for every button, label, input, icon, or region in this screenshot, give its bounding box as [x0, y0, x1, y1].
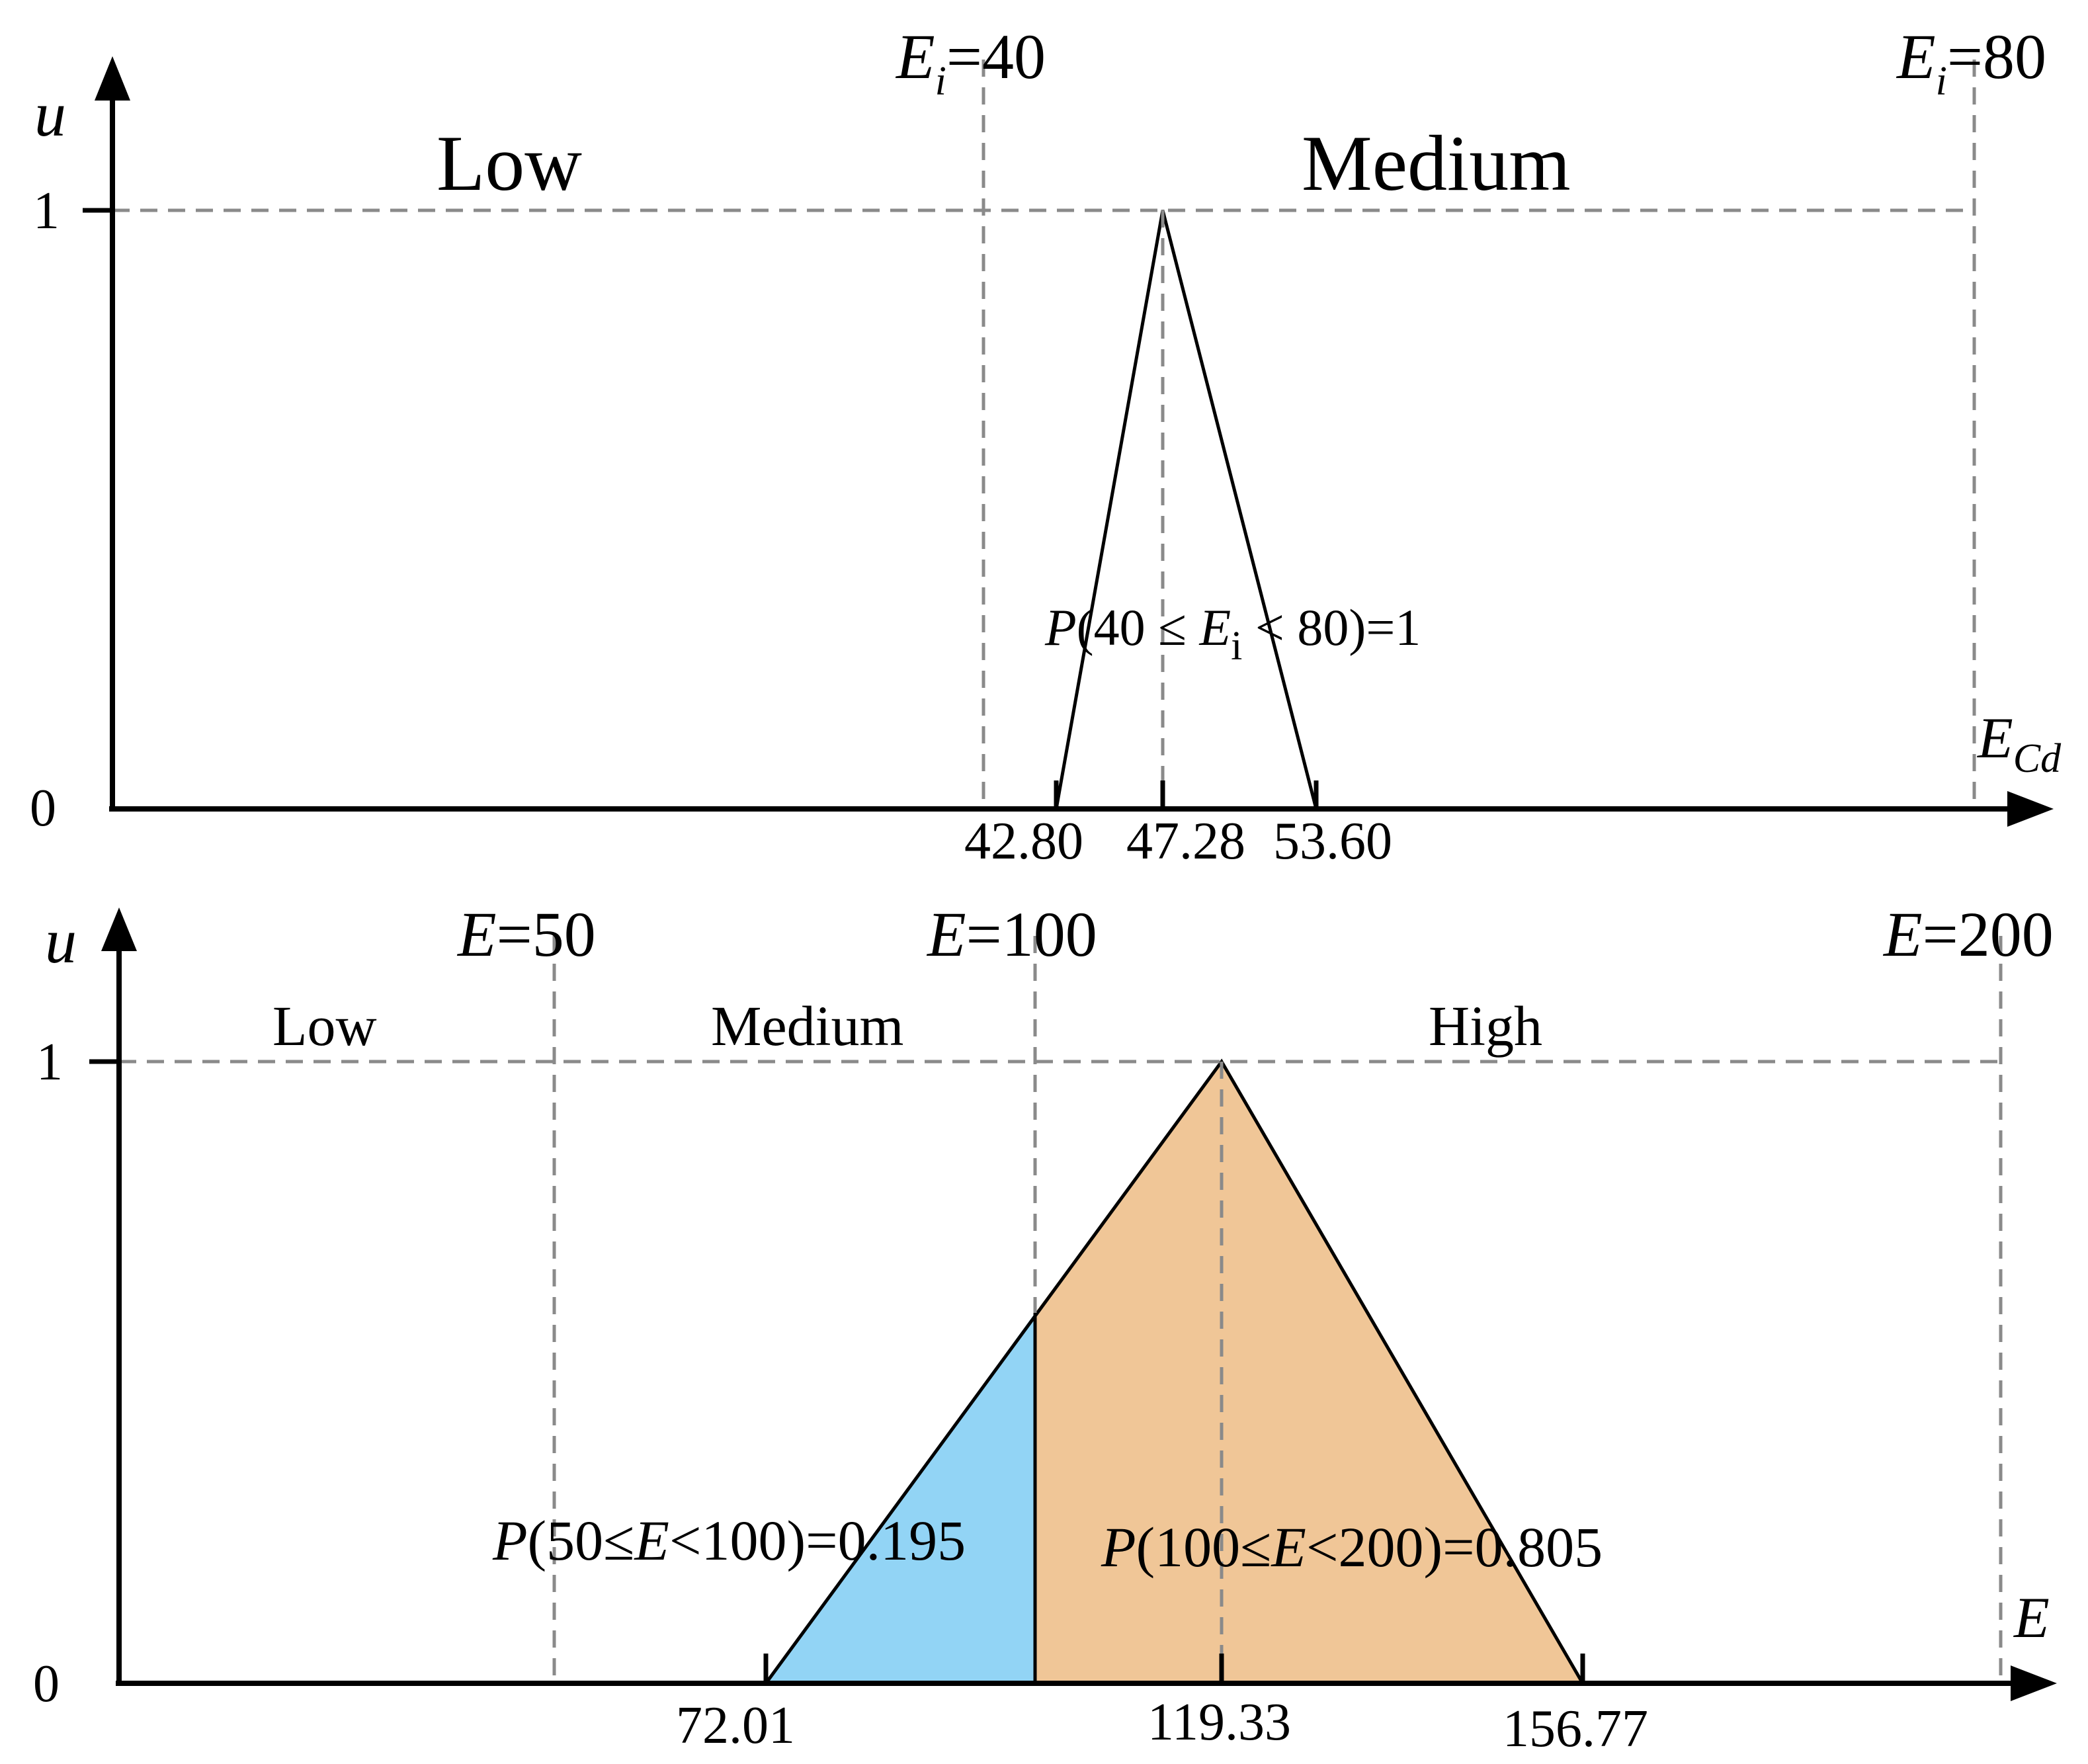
bottom-boundary-label-200: E=200 [1882, 899, 2054, 970]
top-boundary-label-40: Ei=40 [895, 21, 1046, 104]
top-category-low: Low [437, 119, 582, 207]
bottom-y-axis-arrow [101, 907, 137, 951]
bottom-x-axis-label: E [2013, 1586, 2050, 1650]
top-y-tick-label-1: 1 [33, 182, 60, 240]
bottom-x-tick-label-right: 156.77 [1503, 1700, 1648, 1758]
bottom-y-axis-label: u [45, 905, 77, 976]
bottom-probability-medium: P(50≤E<100)=0.195 [492, 1509, 966, 1572]
bottom-region-high [1035, 1062, 1583, 1683]
top-boundary-label-80: Ei=80 [1896, 21, 2046, 104]
top-probability-label: P(40 ≤ Ei < 80)=1 [1044, 599, 1421, 669]
bottom-y-tick-label-1: 1 [36, 1033, 63, 1091]
top-membership-triangle [1054, 210, 1319, 811]
top-y-tick-label-0: 0 [30, 779, 56, 837]
top-x-axis-label: ECd [1976, 706, 2062, 781]
bottom-panel: u 1 0 E E=50 E=100 E=200 Low Medium High… [33, 899, 2057, 1758]
bottom-x-axis-arrow [2011, 1665, 2057, 1701]
bottom-probability-high: P(100≤E<200)=0.805 [1101, 1515, 1603, 1579]
bottom-y-tick-label-0: 0 [33, 1655, 60, 1713]
bottom-category-medium: Medium [711, 994, 903, 1058]
bottom-x-tick-label-peak: 119.33 [1148, 1693, 1291, 1751]
bottom-x-tick-label-left: 72.01 [676, 1697, 795, 1755]
top-y-axis-arrow [95, 56, 130, 101]
top-x-axis-arrow [2007, 791, 2054, 827]
top-x-tick-label-right: 53.60 [1273, 812, 1392, 870]
bottom-boundary-label-50: E=50 [456, 899, 596, 970]
top-y-axis-label: u [34, 79, 66, 149]
top-x-tick-label-peak: 47.28 [1126, 812, 1245, 870]
top-category-medium: Medium [1302, 119, 1571, 207]
bottom-category-low: Low [272, 994, 377, 1058]
top-x-tick-label-left: 42.80 [964, 812, 1083, 870]
bottom-boundary-label-100: E=100 [926, 899, 1097, 970]
bottom-category-high: High [1429, 994, 1542, 1058]
top-panel: u 1 0 ECd Ei=40 Ei=80 Low Medium P(40 ≤ … [30, 21, 2062, 870]
